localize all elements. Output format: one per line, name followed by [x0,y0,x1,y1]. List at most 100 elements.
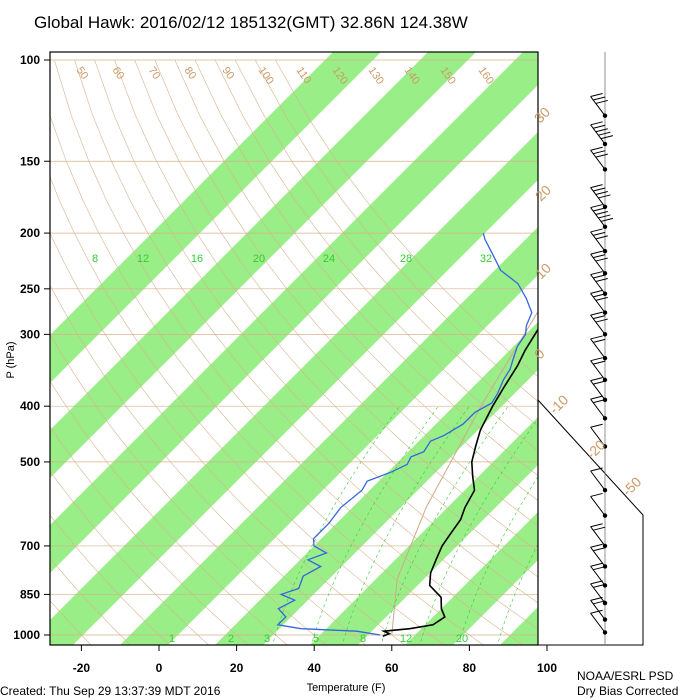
wind-barb-shaft [590,207,606,228]
dry-adiabat [50,600,92,645]
wind-barb-flag [600,135,614,140]
wind-barb-shaft [590,426,606,447]
wind-barb-shaft [590,470,606,491]
dry-adiabat [74,59,538,630]
mixing-ratio-label: 32 [480,253,492,265]
mixing-ratio-label: 16 [191,253,203,265]
dry-adiabat-label: 60 [110,65,127,82]
wind-barb-shaft [590,293,606,313]
dry-adiabat-label: 50 [74,65,91,82]
wind-panel-frame [537,52,644,646]
wind-barb-flag [595,318,608,323]
wind-barb-flag [595,277,608,282]
mixing-ratio-label: 1 [169,633,175,645]
wind-barb-flag [590,146,603,151]
wind-barb-flag [595,128,608,133]
wind-barb-flag [590,423,603,428]
correction-note: Dry Bias Corrected [577,684,678,698]
wind-barb-flag [595,235,608,240]
org-label: NOAA/ESRL PSD [577,669,674,683]
wind-barb-flag [593,547,606,552]
y-tick-label: 500 [20,455,40,469]
y-tick-label: 250 [20,282,40,296]
dry-adiabat [50,514,170,645]
wind-barb-flag [595,296,608,301]
dry-adiabat [154,59,538,527]
y-tick-label: 200 [20,226,40,240]
mixing-ratio-label: 12 [137,253,149,265]
temperature-band [500,607,538,645]
parcel-line [391,310,538,636]
x-tick-label: 0 [156,661,163,675]
dry-adiabat-label: 90 [220,65,237,82]
wind-barb-flag [593,96,606,101]
wind-barb-shaft [590,565,606,586]
wind-barb-flag [595,99,608,104]
dry-adiabat [254,59,538,402]
wind-barb-flag [600,217,614,222]
wind-barb-shaft [590,583,606,604]
dry-adiabat [50,176,445,645]
temperature-band [50,52,538,573]
wind-barb-shaft [590,526,606,547]
parcel-path [391,310,538,636]
dry-adiabat [50,557,131,645]
wind-barb-shaft [590,338,606,359]
wind-barb-flag [595,257,608,262]
dry-adiabat [194,59,538,476]
wind-barb-shaft [590,612,606,633]
y-tick-label: 300 [20,327,40,341]
wind-barb-shaft [590,274,606,295]
wind-barb-flag [590,289,603,294]
wind-barb-flag [590,492,603,497]
wind-barb-flag [593,150,606,155]
dry-adiabat-label: 70 [146,65,163,82]
wind-barb-flag [590,271,603,276]
isobar-lines [50,59,538,636]
wind-barb-flag [590,543,603,548]
wind-barb-flag [593,187,606,192]
temperature-band [50,52,381,383]
temperature-axis: -20 0 20 40 60 80 100 [73,645,557,675]
mixing-ratio-label: 8 [92,253,98,265]
dry-adiabat [174,59,538,502]
y-tick-label: 400 [20,399,40,413]
wind-barb-shaft [590,124,606,145]
sounding-series [276,232,538,637]
dry-adiabat [50,470,210,645]
dry-adiabat [134,59,538,552]
mixing-ratio-label: 20 [253,253,265,265]
wind-barb-flag [595,210,608,215]
wind-barb-flag [590,609,603,614]
temperature-bands [50,52,538,645]
dewpoint-line [276,232,533,636]
wind-barb-shaft [590,231,606,252]
wind-barb-flag [590,562,603,567]
wind-barb-shaft [590,546,606,567]
dry-adiabat [275,59,538,378]
dry-adiabat [50,380,288,645]
wind-barb-shaft [590,360,606,381]
wind-barb-flag [593,526,606,531]
wind-barb-shaft [590,496,606,516]
dry-adiabat [94,59,538,604]
y-axis-label: P (hPa) [5,341,17,378]
wind-barb-shaft [590,600,606,620]
dry-adiabat [50,284,367,645]
y-tick-label: 1000 [13,628,40,642]
x-tick-label: 100 [537,661,557,675]
dry-adiabats [50,59,538,645]
temperature-band [310,417,538,645]
wind-barb-flag [590,204,603,209]
mixing-ratio-label: 5 [313,633,319,645]
wind-barb-shaft [590,314,606,335]
wind-barb-flag [595,191,608,195]
dry-adiabat [114,59,538,578]
dry-adiabat [50,232,406,645]
dry-adiabat [54,59,524,645]
wind-barb-flag [590,395,603,400]
wind-barb-flag [590,335,603,340]
wind-barb-flag [593,380,606,385]
wind-barb-shaft [590,253,606,274]
x-tick-label: 60 [385,661,399,675]
